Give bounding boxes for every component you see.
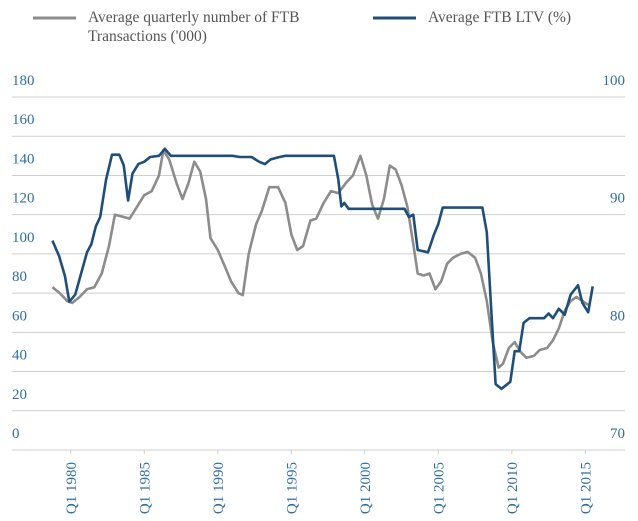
series-line [51, 147, 594, 391]
series-line [51, 148, 589, 369]
legend-label-ltv: Average FTB LTV (%) [428, 9, 572, 26]
x-tick-label: Q1 2015 [578, 462, 594, 514]
x-tick-label: Q1 1995 [284, 462, 300, 514]
y-tick-label: 80 [12, 269, 27, 285]
y-tick-label: 160 [12, 112, 35, 128]
x-tick-label: Q1 2010 [505, 462, 521, 514]
y2-tick-label: 80 [610, 308, 625, 324]
x-tick-label: Q1 1985 [137, 462, 153, 514]
y2-tick-label: 70 [610, 426, 625, 442]
y-tick-label: 140 [12, 151, 35, 167]
y2-tick-label: 100 [603, 73, 626, 89]
y-tick-label: 100 [12, 230, 35, 246]
x-tick-label: Q1 1980 [64, 462, 80, 514]
y-tick-label: 40 [12, 348, 27, 364]
y2-tick-label: 90 [610, 191, 625, 207]
y-tick-label: 60 [12, 308, 27, 324]
y-tick-label: 120 [12, 191, 35, 207]
y-tick-label: 20 [12, 387, 27, 403]
x-tick-label: Q1 2005 [431, 462, 447, 514]
legend-label-transactions: Average quarterly number of FTB Transact… [88, 9, 300, 45]
x-tick-label: Q1 1990 [211, 462, 227, 514]
y-tick-label: 180 [12, 73, 35, 89]
y-tick-label: 0 [12, 426, 20, 442]
x-tick-label: Q1 2000 [358, 462, 374, 514]
